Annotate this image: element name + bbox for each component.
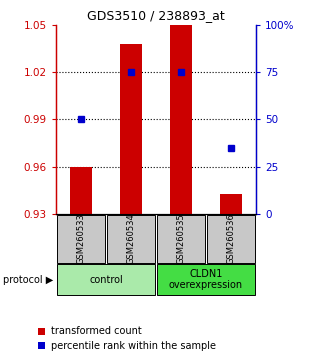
- Text: GSM260534: GSM260534: [126, 213, 135, 264]
- FancyBboxPatch shape: [107, 215, 155, 263]
- FancyBboxPatch shape: [157, 264, 255, 295]
- Text: GSM260533: GSM260533: [76, 213, 85, 264]
- Text: CLDN1
overexpression: CLDN1 overexpression: [169, 269, 243, 291]
- Text: GSM260535: GSM260535: [177, 213, 186, 264]
- FancyBboxPatch shape: [57, 264, 155, 295]
- Bar: [220, 194, 242, 214]
- Text: transformed count: transformed count: [51, 326, 142, 336]
- Bar: [70, 167, 92, 214]
- Bar: [170, 25, 192, 214]
- Bar: [120, 44, 142, 214]
- Text: GSM260536: GSM260536: [227, 213, 236, 264]
- Text: percentile rank within the sample: percentile rank within the sample: [51, 341, 216, 350]
- Text: protocol ▶: protocol ▶: [3, 275, 53, 285]
- Title: GDS3510 / 238893_at: GDS3510 / 238893_at: [87, 9, 225, 22]
- FancyBboxPatch shape: [157, 215, 205, 263]
- FancyBboxPatch shape: [57, 215, 105, 263]
- FancyBboxPatch shape: [207, 215, 255, 263]
- Text: control: control: [89, 275, 123, 285]
